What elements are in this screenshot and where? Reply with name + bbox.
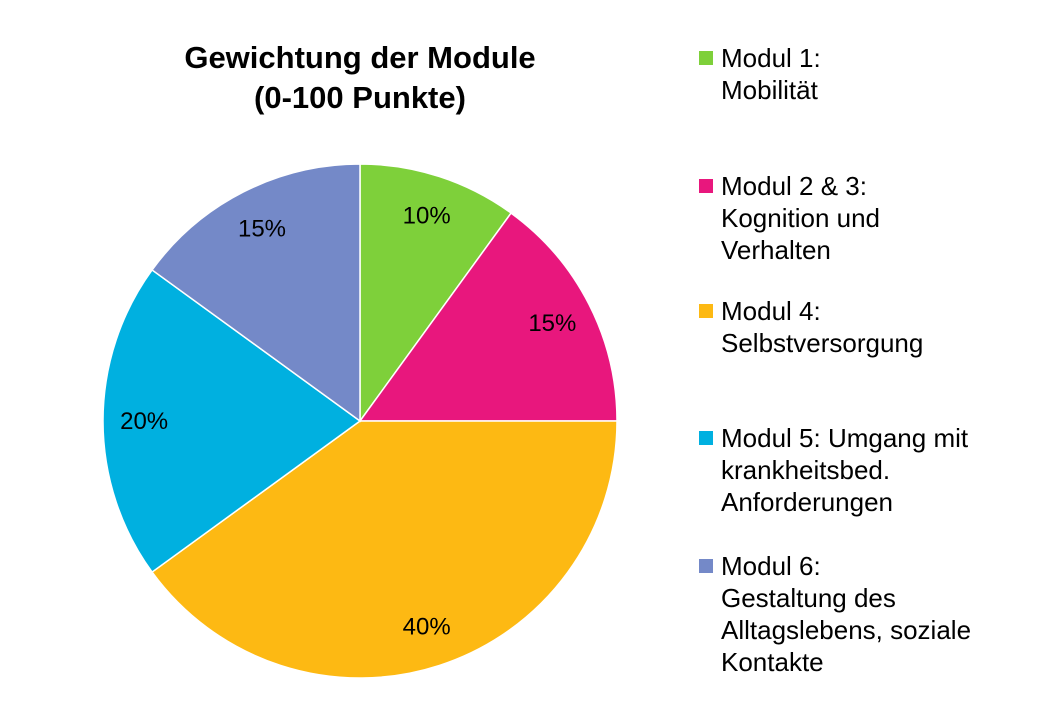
- legend-item: Modul 5: Umgang mit krankheitsbed. Anfor…: [699, 422, 1041, 518]
- legend-swatch: [699, 179, 713, 193]
- legend-label: Modul 4: Selbstversorgung: [721, 296, 924, 358]
- pie-slice: [359, 163, 513, 424]
- chart-title-line: (0-100 Punkte): [254, 80, 466, 115]
- data-label: 20%: [120, 408, 168, 435]
- pie-slice: [151, 163, 361, 423]
- data-label: 15%: [238, 216, 286, 243]
- legend-item: Modul 6: Gestaltung des Alltagslebens, s…: [699, 550, 1041, 678]
- chart-title-line: Gewichtung der Module: [184, 40, 536, 75]
- legend-item: Modul 4: Selbstversorgung: [699, 295, 1041, 359]
- legend-item: Modul 2 & 3: Kognition und Verhalten: [699, 170, 1041, 266]
- legend-swatch: [699, 304, 713, 318]
- legend-label: Modul 2 & 3: Kognition und Verhalten: [721, 171, 881, 265]
- chart-title: Gewichtung der Module (0-100 Punkte): [40, 38, 680, 118]
- pie-slice: [151, 420, 618, 679]
- data-label: 15%: [528, 310, 576, 337]
- legend-label: Modul 5: Umgang mit krankheitsbed. Anfor…: [721, 423, 969, 517]
- legend-item: Modul 1: Mobilität: [699, 42, 1041, 106]
- legend-label: Modul 6: Gestaltung des Alltagslebens, s…: [721, 551, 972, 677]
- legend-swatch: [699, 559, 713, 573]
- pie-slice: [358, 212, 618, 422]
- legend-swatch: [699, 431, 713, 445]
- pie-slice: [102, 268, 362, 574]
- data-label: 10%: [403, 203, 451, 230]
- legend-swatch: [699, 51, 713, 65]
- legend-label: Modul 1: Mobilität: [721, 43, 821, 105]
- data-label: 40%: [403, 613, 451, 640]
